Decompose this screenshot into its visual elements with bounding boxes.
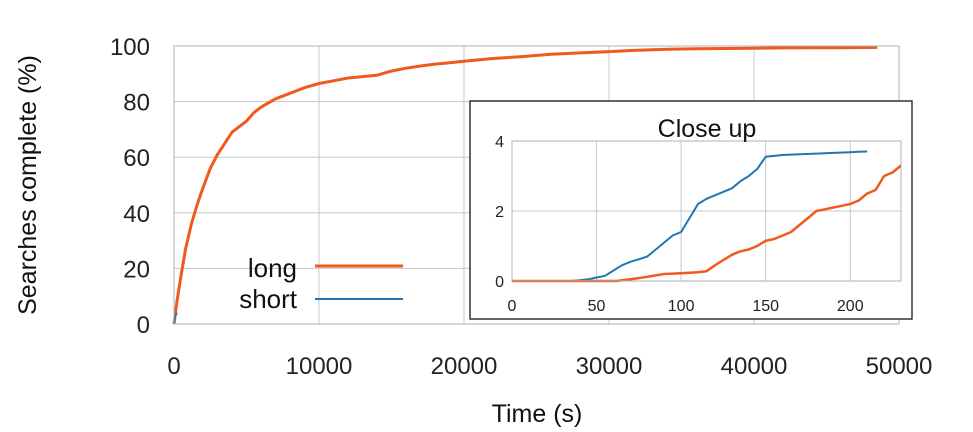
inset-series-lines (512, 150, 902, 283)
inset-x-tick-label: 0 (508, 298, 517, 315)
legend-label-short: short (239, 284, 298, 314)
main-x-tick-label: 10000 (286, 353, 353, 380)
y-axis-title: Searches complete (%) (14, 55, 42, 315)
x-axis-title: Time (s) (492, 400, 583, 428)
inset-title: Close up (658, 115, 757, 143)
main-x-tick-label: 20000 (431, 353, 498, 380)
main-y-tick-label: 80 (123, 90, 150, 117)
main-x-tick-label: 0 (167, 353, 180, 380)
main-y-tick-label: 0 (137, 312, 150, 339)
main-x-tick-label: 40000 (721, 353, 788, 380)
main-y-tick-label: 100 (110, 34, 150, 61)
inset-x-tick-label: 50 (588, 298, 606, 315)
inset-x-tick-label: 200 (837, 298, 864, 315)
main-y-tick-label: 20 (123, 256, 150, 283)
inset-grid (512, 141, 901, 281)
main-x-tick-label: 30000 (576, 353, 643, 380)
inset-y-tick-label: 4 (495, 134, 504, 151)
legend-label-long: long (248, 253, 297, 283)
inset-series-short (512, 150, 868, 282)
inset-plot-frame (511, 140, 902, 282)
inset-ticks: 0 50 100 150 200 0 2 4 (495, 134, 864, 315)
inset-y-tick-label: 0 (495, 274, 504, 291)
inset-y-tick-label: 2 (495, 204, 504, 221)
main-y-tick-label: 40 (123, 201, 150, 228)
inset-x-tick-label: 100 (668, 298, 695, 315)
inset-frame (469, 100, 913, 320)
main-x-tick-label: 50000 (866, 353, 933, 380)
inset-series-long (512, 164, 902, 283)
main-y-tick-label: 60 (123, 145, 150, 172)
inset-chart: 0 50 100 150 200 0 2 4 Close up (469, 100, 913, 320)
main-series-long (172, 45, 878, 325)
legend: long short (239, 253, 403, 314)
inset-x-tick-label: 150 (752, 298, 779, 315)
